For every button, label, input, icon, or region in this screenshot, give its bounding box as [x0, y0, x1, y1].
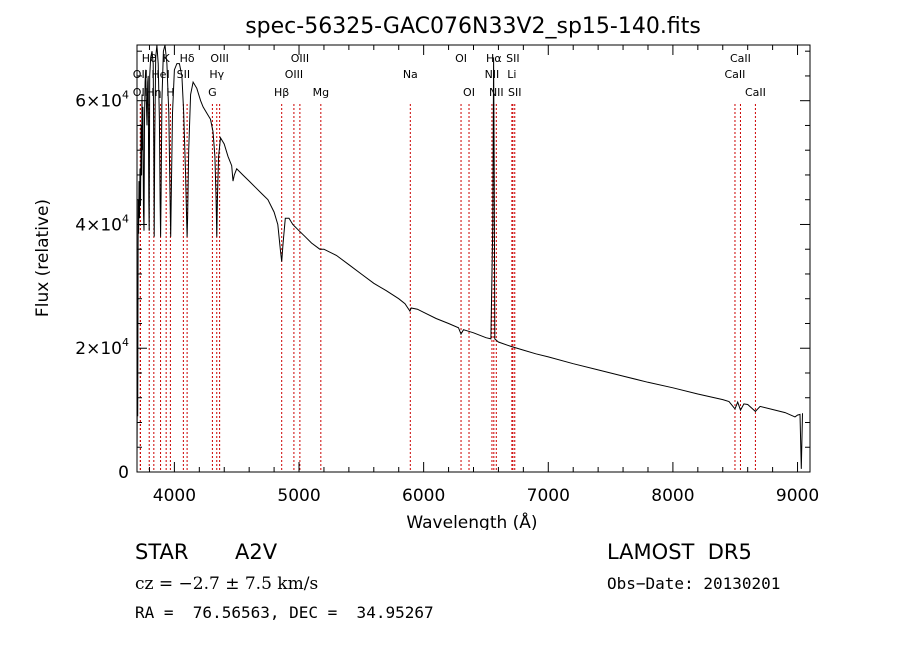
line-marker-label: SII	[506, 52, 519, 65]
x-axis-ticks: 4000 5000 6000 7000 8000 9000	[148, 45, 819, 506]
chart-title: spec-56325-GAC076N33V2_sp15-140.fits	[245, 14, 701, 39]
redshift-velocity: cz = −2.7 ± 7.5 km/s	[135, 574, 319, 594]
line-marker-label: CaII	[730, 52, 751, 65]
spectrum-line	[136, 44, 803, 469]
line-marker-label: H	[166, 86, 174, 99]
line-marker-label: OIII	[291, 52, 309, 65]
line-marker-label: G	[208, 86, 217, 99]
line-marker-layer: OIIOIIHθHηHeIKHSIIHδGHγOIIIHβOIIIOIIIMgN…	[133, 52, 766, 472]
line-marker-label: SII	[508, 86, 521, 99]
line-marker-label: OI	[455, 52, 467, 65]
object-class: STAR	[135, 540, 189, 564]
y-tick-label: 0	[118, 463, 129, 483]
x-tick-label: 5000	[277, 486, 320, 506]
y-axis-label: Flux (relative)	[33, 199, 53, 317]
line-marker-label: Hθ	[142, 52, 157, 65]
line-marker-label: NII	[485, 68, 500, 81]
line-marker-label: Li	[507, 68, 516, 81]
line-marker-label: CaII	[745, 86, 766, 99]
line-marker-label: OI	[463, 86, 475, 99]
x-tick-label: 9000	[776, 486, 819, 506]
observation-date: Obs−Date: 20130201	[607, 574, 781, 593]
line-marker-label: Hδ	[180, 52, 195, 65]
line-marker-label: OIII	[210, 52, 228, 65]
y-axis-ticks: 0 2×104 4×104 6×104	[75, 50, 810, 483]
line-marker-label: NII	[489, 86, 504, 99]
line-marker-label: OIII	[285, 68, 303, 81]
spectral-subclass: A2V	[235, 540, 278, 564]
x-axis-label: Wavelength (Å)	[406, 511, 537, 530]
line-marker-label: Na	[403, 68, 418, 81]
x-tick-label: 8000	[651, 486, 694, 506]
plot-frame	[136, 44, 811, 473]
y-tick-label: 2×104	[75, 336, 129, 359]
y-tick-label: 4×104	[75, 212, 129, 235]
sky-coordinates: RA = 76.56563, DEC = 34.95267	[135, 603, 434, 622]
line-marker-label: Hγ	[209, 68, 224, 81]
line-marker-label: CaII	[725, 68, 746, 81]
x-tick-label: 7000	[527, 486, 570, 506]
line-marker-label: Mg	[313, 86, 329, 99]
y-tick-label: 6×104	[75, 89, 129, 112]
line-marker-label: SII	[177, 68, 190, 81]
line-marker-label: Hβ	[274, 86, 289, 99]
spectrum-chart: spec-56325-GAC076N33V2_sp15-140.fits OII…	[33, 14, 819, 530]
x-tick-label: 4000	[153, 486, 196, 506]
x-tick-label: 6000	[402, 486, 445, 506]
survey-release: LAMOST DR5	[607, 540, 752, 564]
